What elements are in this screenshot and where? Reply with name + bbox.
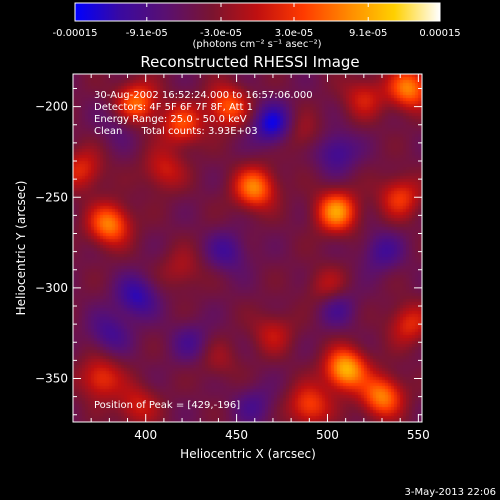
colorbar-tick-label: -9.1e-05 [126,28,168,39]
info-overlay: 30-Aug-2002 16:52:24.000 to 16:57:06.000… [94,90,313,411]
heatmap-image [73,74,422,422]
y-tick-label: −200 [35,100,68,114]
x-tick-label: 400 [134,428,157,442]
plot-frame [72,73,423,423]
colorbar-ticks: -0.00015 -9.1e-05 -3.0e-05 3.0e-05 9.1e-05 0.… [53,3,461,39]
colorbar-tick-label: -0.00015 [53,28,98,39]
colorbar: -0.00015 -9.1e-05 -3.0e-05 3.0e-05 9.1e-05 0.… [53,2,461,50]
footer-date: 3-May-2013 22:06 [404,487,496,498]
chart-title: Reconstructed RHESSI Image [140,53,359,71]
peak-position-label: Position of Peak = [429,-196] [94,400,240,411]
x-tick-label: 500 [316,428,339,442]
y-tick-label: −300 [35,281,68,295]
info-line-detectors: Detectors: 4F 5F 6F 7F 8F, Att 1 [94,102,253,113]
colorbar-unit-label: (photons cm⁻² s⁻¹ asec⁻²) [192,39,321,50]
colorbar-gradient [74,2,441,22]
colorbar-tick-label: 0.00015 [419,28,460,39]
y-axis-label: Heliocentric Y (arcsec) [14,181,28,316]
colorbar-tick-label: 9.1e-05 [349,28,387,39]
heatmap-area [73,74,422,422]
colorbar-tick-label: 3.0e-05 [275,28,313,39]
colorbar-tick-label: -3.0e-05 [200,28,242,39]
info-line-time: 30-Aug-2002 16:52:24.000 to 16:57:06.000 [94,90,313,101]
info-line-counts: Clean Total counts: 3.93E+03 [94,126,258,137]
x-tick-label: 550 [407,428,430,442]
x-axis-label: Heliocentric X (arcsec) [180,447,316,461]
axis-ticks: 400 450 500 550 −200 −250 −300 −350 [35,74,430,442]
x-tick-label: 450 [225,428,248,442]
info-line-energy: Energy Range: 25.0 - 50.0 keV [94,114,247,125]
y-tick-label: −350 [35,372,68,386]
y-tick-label: −250 [35,190,68,204]
